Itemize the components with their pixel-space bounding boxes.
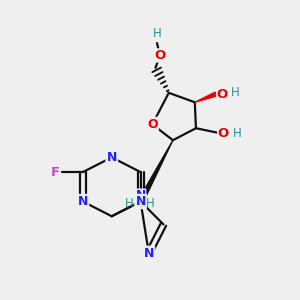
Text: O: O: [147, 118, 158, 131]
Polygon shape: [138, 140, 173, 203]
Text: N: N: [144, 247, 154, 260]
Text: H: H: [232, 127, 241, 140]
Text: H: H: [125, 197, 134, 210]
Text: H: H: [231, 86, 240, 99]
Text: N: N: [135, 189, 146, 202]
Text: N: N: [135, 195, 146, 208]
Text: H: H: [146, 197, 154, 210]
Text: O: O: [218, 127, 229, 140]
Text: H: H: [153, 26, 161, 40]
Text: O: O: [154, 49, 166, 62]
Text: O: O: [217, 88, 228, 100]
Text: N: N: [78, 195, 88, 208]
Polygon shape: [195, 92, 217, 102]
Text: F: F: [50, 166, 60, 178]
Text: N: N: [106, 151, 117, 164]
